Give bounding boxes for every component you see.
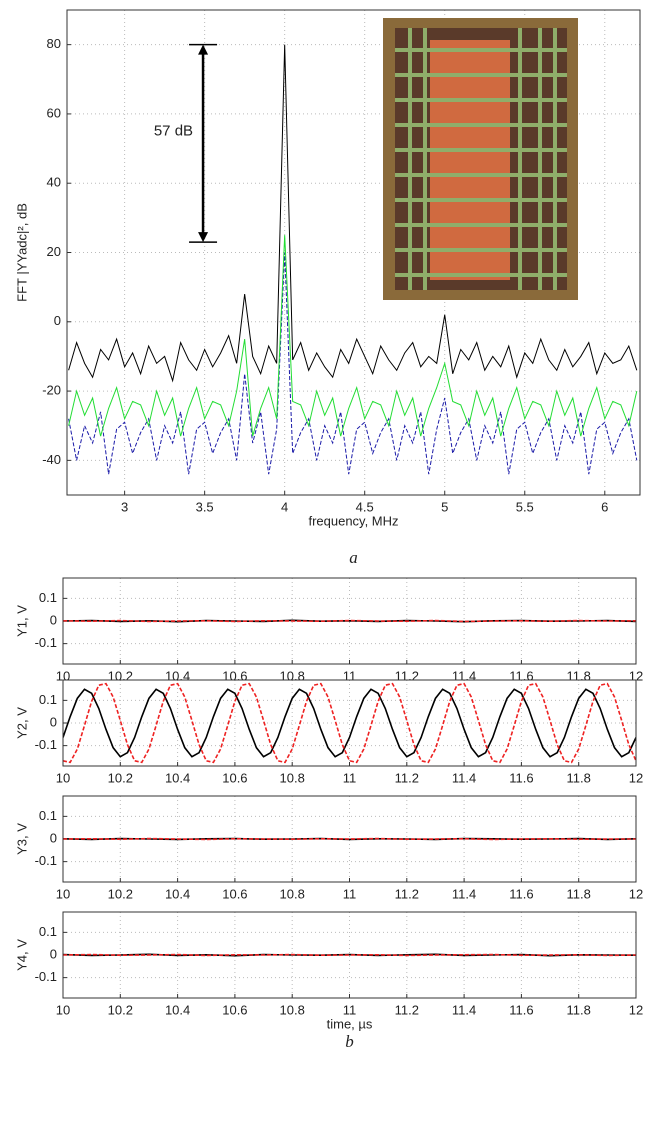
series-line [68, 44, 638, 383]
arrow-head [198, 232, 209, 243]
series-line [63, 837, 636, 841]
y-tick-label: 40 [47, 175, 61, 190]
x-tick-label: 10.8 [280, 1002, 305, 1017]
plot-frame [62, 679, 637, 767]
x-tick-label: 10.2 [108, 886, 133, 901]
y-tick-label: 60 [47, 105, 61, 120]
y-tick-label: 80 [47, 36, 61, 51]
plot-frame [62, 795, 637, 883]
x-tick-label: 11 [343, 886, 357, 901]
y-tick-label: 0 [50, 946, 57, 961]
series-line [63, 688, 636, 758]
caption: b [345, 1032, 354, 1051]
chip-photo [383, 18, 578, 300]
arrow-head [198, 44, 209, 55]
x-tick-label: 10.4 [165, 1002, 190, 1017]
y-tick-label: 0 [50, 830, 57, 845]
y-tick-label: -0.1 [35, 635, 57, 650]
x-tick-label: 10.8 [280, 886, 305, 901]
x-tick-label: 10 [56, 1002, 70, 1017]
x-tick-label: 11.8 [567, 1002, 591, 1017]
series-line [68, 252, 638, 475]
plot: 10 10.2 10.4 10.6 10.8 11 11.2 11.4 11.6 11.8 12 -0… [14, 795, 643, 901]
x-tick-label: 11.6 [509, 770, 533, 785]
x-tick-label: 10.6 [222, 886, 247, 901]
plot: 10 10.2 10.4 10.6 10.8 11 11.2 11.4 11.6 11.8 12 -0… [14, 679, 643, 785]
plot-frame [62, 577, 637, 665]
x-tick-label: 11.2 [395, 1002, 419, 1017]
series-line [63, 953, 636, 957]
x-tick-label: 6 [601, 499, 608, 514]
plot: 10 10.2 10.4 10.6 10.8 11 11.2 11.4 11.6 11.8 12 -0… [14, 911, 643, 1051]
x-tick-label: 10.8 [280, 770, 305, 785]
y-axis-label: FFT |YYadc|², dB [14, 203, 29, 302]
x-tick-label: 11.8 [567, 886, 591, 901]
x-tick-label: 4 [281, 499, 288, 514]
caption: a [349, 548, 358, 567]
y-tick-label: -0.1 [35, 969, 57, 984]
x-tick-label: 10.6 [222, 770, 247, 785]
y-tick-label: -20 [42, 383, 61, 398]
y-axis-label: Y4, V [14, 939, 29, 971]
y-tick-label: 0.1 [39, 808, 57, 823]
x-tick-label: 5 [441, 499, 448, 514]
annotation-label: 57 dB [154, 122, 193, 139]
x-tick-label: 10.6 [222, 1002, 247, 1017]
x-tick-label: 11 [343, 770, 357, 785]
y-tick-label: 0.1 [39, 590, 57, 605]
chip-array [430, 40, 510, 280]
x-tick-label: 10 [56, 886, 70, 901]
x-tick-label: 11.2 [395, 770, 419, 785]
x-tick-label: 12 [629, 770, 643, 785]
x-tick-label: 3 [121, 499, 128, 514]
x-tick-label: 11.4 [452, 886, 476, 901]
y-tick-label: -0.1 [35, 737, 57, 752]
series-line [63, 619, 636, 623]
x-axis-label: frequency, MHz [308, 513, 398, 528]
y-tick-label: -40 [42, 452, 61, 467]
x-tick-label: 3.5 [196, 499, 214, 514]
x-axis-label: time, µs [327, 1016, 373, 1031]
x-tick-label: 11.2 [395, 886, 419, 901]
x-tick-label: 4.5 [356, 499, 374, 514]
y-axis-label: Y2, V [14, 707, 29, 739]
plot-area [63, 680, 636, 766]
y-tick-label: 0 [50, 612, 57, 627]
x-tick-label: 11.6 [509, 1002, 533, 1017]
x-tick-label: 10.2 [108, 770, 133, 785]
x-tick-label: 10.2 [108, 1002, 133, 1017]
x-tick-label: 5.5 [516, 499, 534, 514]
x-tick-label: 11.6 [509, 886, 533, 901]
chip-columns [408, 28, 557, 290]
y-tick-label: 0.1 [39, 924, 57, 939]
x-tick-label: 12 [629, 1002, 643, 1017]
y-axis-label: Y3, V [14, 823, 29, 855]
plot: 10 10.2 10.4 10.6 10.8 11 11.2 11.4 11.6 11.8 12-0… [14, 577, 643, 683]
series-line [68, 235, 638, 437]
x-tick-label: 10 [56, 770, 70, 785]
x-tick-label: 11.4 [452, 1002, 476, 1017]
x-tick-label: 11 [343, 1002, 357, 1017]
y-tick-label: 0 [50, 714, 57, 729]
x-tick-label: 12 [629, 886, 643, 901]
x-tick-label: 10.4 [165, 886, 190, 901]
series-line [63, 682, 636, 764]
y-axis-label: Y1, V [14, 605, 29, 637]
plot-frame [66, 9, 641, 496]
y-tick-label: 0.1 [39, 692, 57, 707]
y-tick-label: -0.1 [35, 853, 57, 868]
y-tick-label: 0 [54, 313, 61, 328]
plot-frame [62, 911, 637, 999]
x-tick-label: 10.4 [165, 770, 190, 785]
y-tick-label: 20 [47, 244, 61, 259]
x-tick-label: 11.4 [452, 770, 476, 785]
x-tick-label: 11.8 [567, 770, 591, 785]
